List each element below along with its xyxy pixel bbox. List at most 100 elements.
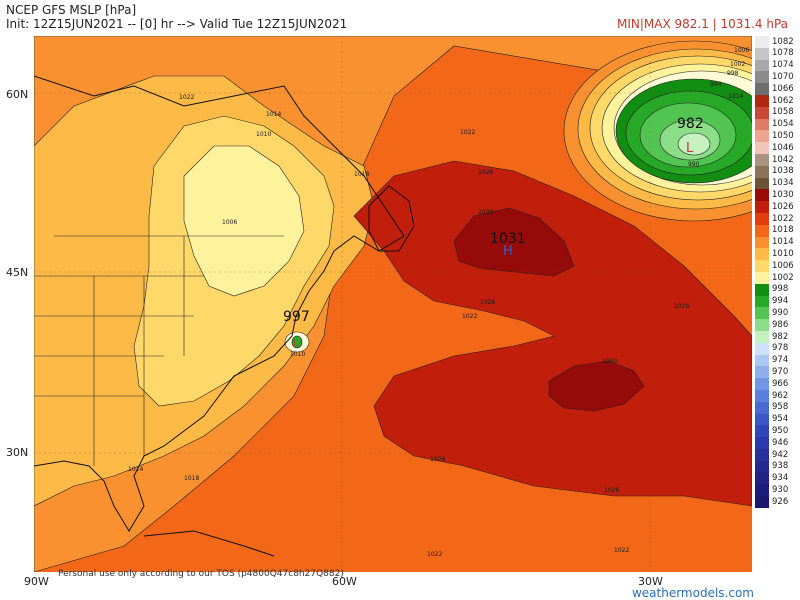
lon-label-30w: 30W	[638, 575, 663, 588]
legend-entry: 1022	[755, 212, 800, 225]
legend-swatch	[755, 401, 769, 414]
legend-value: 942	[772, 449, 789, 460]
legend-value: 1062	[772, 95, 794, 106]
lat-label-30n: 30N	[6, 446, 29, 459]
legend-swatch	[755, 94, 769, 107]
contour-label: 1030	[602, 358, 617, 365]
legend-swatch	[755, 153, 769, 166]
legend-value: 958	[772, 402, 789, 413]
legend-entry: 1058	[755, 106, 800, 119]
contour-label: 1026	[604, 487, 619, 494]
legend-entry: 1050	[755, 130, 800, 143]
legend-swatch	[755, 224, 769, 237]
legend-swatch	[755, 330, 769, 343]
legend-value: 1058	[772, 107, 794, 118]
legend-entry: 930	[755, 484, 800, 497]
legend-swatch	[755, 472, 769, 485]
contour-label: 1022	[614, 547, 629, 554]
contour-label: 1014	[728, 93, 743, 100]
legend-value: 930	[772, 484, 789, 495]
min-max-readout: MIN|MAX 982.1 | 1031.4 hPa	[617, 17, 788, 31]
legend-swatch	[755, 307, 769, 320]
legend-entry: 974	[755, 354, 800, 367]
legend-swatch	[755, 460, 769, 473]
legend-entry: 994	[755, 295, 800, 308]
band-1030-north	[453, 207, 575, 277]
legend-value: 938	[772, 461, 789, 472]
legend-value: 954	[772, 414, 789, 425]
high-center-symbol: H	[503, 244, 513, 259]
legend-swatch	[755, 189, 769, 202]
legend-entry: 1026	[755, 201, 800, 213]
legend-value: 946	[772, 437, 789, 448]
contour-label: 1002	[730, 61, 745, 68]
band-1026	[353, 160, 752, 507]
contour-label: 1030	[478, 209, 493, 216]
legend-value: 974	[772, 355, 789, 366]
legend-entry: 962	[755, 389, 800, 402]
legend-entry: 954	[755, 413, 800, 426]
contour-label: 998	[727, 70, 739, 77]
disclaimer-text: Personal use only according to our TOS (…	[58, 569, 344, 579]
legend-value: 1054	[772, 119, 794, 130]
brand-link[interactable]: weathermodels.com	[631, 586, 754, 600]
legend-value: 1022	[772, 213, 794, 224]
legend-swatch	[755, 248, 769, 261]
legend-value: 950	[772, 425, 789, 436]
legend-swatch	[755, 36, 769, 48]
legend-swatch	[755, 201, 769, 213]
low-center-value: 982	[677, 116, 704, 132]
legend-entry: 946	[755, 437, 800, 449]
legend-value: 994	[772, 296, 789, 307]
legend-swatch	[755, 496, 769, 508]
lat-label-45n: 45N	[6, 266, 29, 279]
legend-value: 1018	[772, 225, 794, 236]
legend-entry: 1042	[755, 153, 800, 166]
legend-entry: 938	[755, 460, 800, 473]
contour-label: 1026	[478, 169, 493, 176]
legend-entry: 1082	[755, 36, 800, 48]
legend-swatch	[755, 106, 769, 119]
legend-entry: 986	[755, 319, 800, 331]
legend-swatch	[755, 437, 769, 449]
legend-entry: 1002	[755, 271, 800, 284]
contour-label: 1026	[430, 456, 445, 463]
contour-label: 1014	[128, 466, 143, 473]
legend-value: 926	[772, 496, 789, 507]
legend-swatch	[755, 295, 769, 308]
contour-label: 994	[710, 81, 722, 88]
legend-entry: 1078	[755, 47, 800, 60]
legend-entry: 970	[755, 366, 800, 379]
legend-swatch	[755, 319, 769, 331]
legend-swatch	[755, 130, 769, 143]
low-band-982	[677, 132, 711, 156]
legend-entry: 1074	[755, 59, 800, 72]
legend-entry: 926	[755, 496, 800, 508]
contour-label: 1022	[460, 129, 475, 136]
legend-entry: 982	[755, 330, 800, 343]
legend-swatch	[755, 177, 769, 190]
coastline-north-america	[34, 75, 405, 532]
legend-entry: 1066	[755, 83, 800, 95]
legend-swatch	[755, 142, 769, 154]
contour-label: 1026	[674, 303, 689, 310]
legend-swatch	[755, 59, 769, 72]
legend-swatch	[755, 118, 769, 131]
legend-entry: 1030	[755, 189, 800, 202]
legend-entry: 950	[755, 425, 800, 438]
coastal-low-band-998	[291, 335, 303, 349]
legend-swatch	[755, 378, 769, 390]
legend-swatch	[755, 165, 769, 178]
legend-entry: 998	[755, 283, 800, 296]
legend-swatch	[755, 236, 769, 249]
legend-entry: 1018	[755, 224, 800, 237]
contour-label: 1022	[427, 551, 442, 558]
legend-swatch	[755, 260, 769, 272]
legend-entry: 1070	[755, 71, 800, 84]
lon-label-60w: 60W	[332, 575, 357, 588]
legend-swatch	[755, 389, 769, 402]
legend-value: 986	[772, 319, 789, 330]
contour-label: 1010	[290, 351, 305, 358]
legend-value: 1034	[772, 178, 794, 189]
contour-label: 1026	[480, 299, 495, 306]
